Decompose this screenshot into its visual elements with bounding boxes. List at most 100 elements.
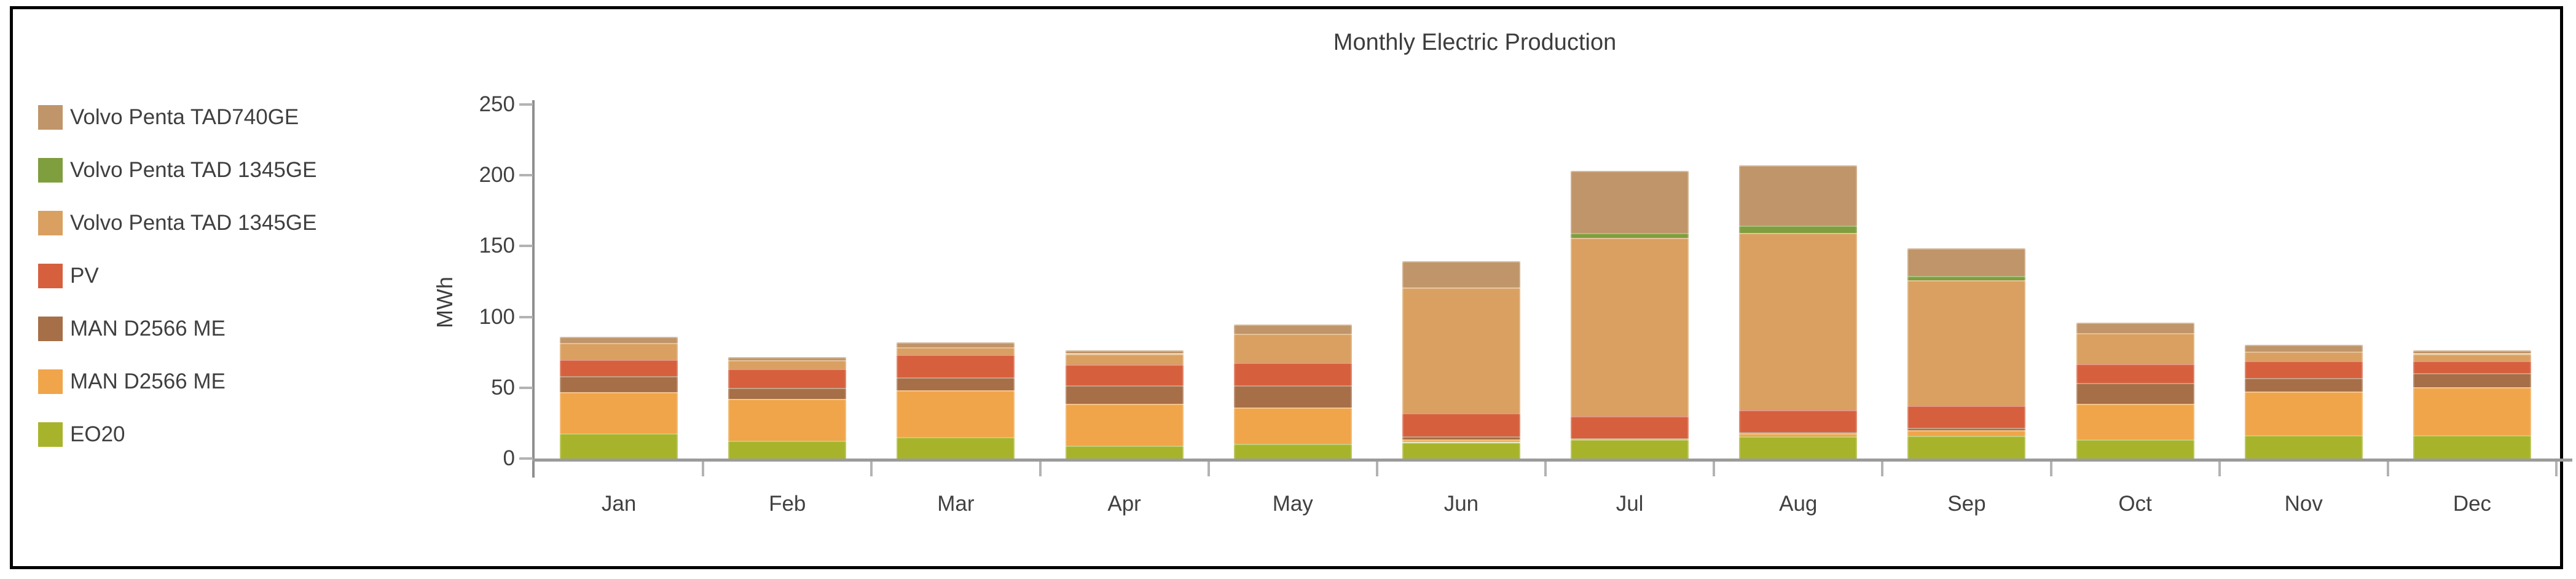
bar-segment (2413, 353, 2531, 361)
y-tick-label: 50 (491, 375, 515, 400)
bar-segment (728, 357, 847, 360)
y-tick-label: 0 (503, 446, 515, 470)
x-axis-tick (1039, 462, 1042, 476)
bar-segment (1739, 165, 1858, 226)
y-tick-label: 100 (479, 304, 515, 329)
bar-segment (560, 359, 678, 377)
legend-swatch (38, 211, 63, 235)
legend-item: Volvo Penta TAD740GE (38, 91, 316, 144)
x-axis-tick (2386, 462, 2389, 476)
bar-segment (1402, 287, 1520, 288)
legend-label: PV (70, 264, 99, 288)
bar-segment (1065, 353, 1184, 364)
bar-segment (560, 336, 678, 344)
bar-segment (1571, 438, 1689, 439)
bar-segment (2413, 435, 2531, 459)
legend-swatch (38, 369, 63, 394)
legend-label: EO20 (70, 422, 125, 446)
bar-segment (1402, 436, 1520, 439)
y-tick (519, 386, 533, 389)
bar-segment (1571, 237, 1689, 416)
bar-segment (897, 342, 1015, 348)
legend-item: MAN D2566 ME (38, 355, 316, 408)
bar-segment (1065, 350, 1184, 354)
figure-frame (10, 6, 2563, 569)
bar-segment (560, 433, 678, 459)
bar-segment (2244, 352, 2363, 361)
bar-segment (1402, 261, 1520, 288)
bar-segment (1739, 409, 1858, 433)
month-label: May (1272, 492, 1313, 516)
month-label: Aug (1779, 492, 1818, 516)
bar-segment (560, 343, 678, 360)
bar-segment (1065, 404, 1184, 446)
bar-segment (1907, 275, 2026, 280)
bar-segment (1233, 408, 1352, 444)
y-tick (519, 245, 533, 248)
x-axis-line (532, 459, 2572, 462)
bar-segment (560, 376, 678, 392)
y-tick-label: 200 (479, 163, 515, 187)
x-axis-tick (1207, 462, 1210, 476)
bar-segment (2244, 377, 2363, 392)
bar-segment (897, 354, 1015, 377)
month-label: Jan (601, 492, 637, 516)
bar-segment (1065, 364, 1184, 386)
bar-segment (2244, 435, 2363, 459)
month-label: Sep (1947, 492, 1986, 516)
chart-title: Monthly Electric Production (1333, 30, 1617, 55)
bar-segment (1739, 436, 1858, 459)
bar-segment (1907, 405, 2026, 428)
legend-item: MAN D2566 ME (38, 302, 316, 355)
x-axis-tick (1713, 462, 1716, 476)
y-tick (519, 174, 533, 177)
legend-label: MAN D2566 ME (70, 369, 226, 393)
bar-segment (1739, 232, 1858, 410)
bar-segment (2076, 382, 2194, 404)
legend-item: Volvo Penta TAD 1345GE (38, 144, 316, 197)
legend-label: Volvo Penta TAD740GE (70, 105, 299, 129)
x-axis-tick (2218, 462, 2221, 476)
month-label: Nov (2284, 492, 2323, 516)
x-axis-tick (870, 462, 873, 476)
bar-segment (1065, 385, 1184, 404)
bar-segment (2244, 391, 2363, 435)
bar-segment (2413, 361, 2531, 373)
bar-segment (1233, 325, 1352, 334)
bar-segment (2413, 387, 2531, 435)
legend-swatch (38, 317, 63, 341)
bar-segment (560, 392, 678, 433)
month-label: Jun (1443, 492, 1479, 516)
bar-segment (1233, 334, 1352, 363)
bar-segment (897, 347, 1015, 355)
bar-segment (1739, 433, 1858, 437)
bar-segment (1571, 232, 1689, 238)
bar-segment (2076, 333, 2194, 364)
x-axis-tick (702, 462, 705, 476)
bar-segment (1402, 439, 1520, 443)
y-tick (519, 103, 533, 106)
x-axis-tick (1375, 462, 1378, 476)
legend-item: Volvo Penta TAD 1345GE (38, 197, 316, 250)
legend-item: PV (38, 250, 316, 302)
y-tick (519, 457, 533, 460)
bar-segment (1571, 171, 1689, 233)
bar-segment (1065, 446, 1184, 459)
bar-segment (728, 399, 847, 441)
bar-segment (897, 437, 1015, 459)
bar-segment (1402, 442, 1520, 459)
bar-segment (728, 360, 847, 369)
bar-segment (2076, 322, 2194, 334)
bar-segment (728, 387, 847, 400)
month-label: Dec (2452, 492, 2492, 516)
bar-segment (1907, 428, 2026, 430)
bar-segment (897, 390, 1015, 438)
x-axis-tick (2049, 462, 2052, 476)
bar-segment (1907, 436, 2026, 459)
bar-segment (1402, 413, 1520, 437)
month-label: Feb (769, 492, 806, 516)
bar-segment (1233, 363, 1352, 386)
bar-segment (1739, 225, 1858, 233)
bar-segment (1907, 280, 2026, 406)
